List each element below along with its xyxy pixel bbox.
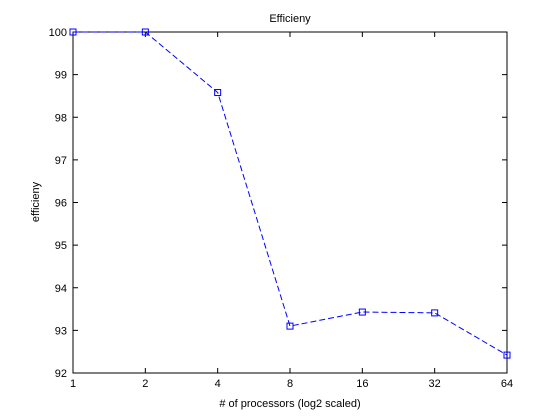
x-tick-label: 2 xyxy=(142,378,148,390)
x-tick-label: 4 xyxy=(215,378,221,390)
y-tick-label: 96 xyxy=(55,198,67,210)
y-tick-label: 92 xyxy=(55,368,67,380)
x-tick-label: 64 xyxy=(501,378,513,390)
x-tick-label: 16 xyxy=(356,378,368,390)
chart-title: Efficieny xyxy=(269,13,311,25)
y-tick-label: 98 xyxy=(55,112,67,124)
x-tick-label: 8 xyxy=(287,378,293,390)
series-line xyxy=(73,31,508,356)
x-axis-title: # of processors (log2 scaled) xyxy=(219,398,360,410)
x-tick-label: 1 xyxy=(70,378,76,390)
x-axis-ticks: 1 2 4 8 16 32 64 xyxy=(70,32,513,390)
data-point-marker xyxy=(431,309,439,317)
series-layer xyxy=(69,28,511,359)
plot-area xyxy=(72,31,508,374)
data-point-marker xyxy=(69,28,77,36)
data-point-marker xyxy=(358,308,366,316)
data-point-marker xyxy=(141,28,149,36)
y-tick-label: 94 xyxy=(55,283,67,295)
y-axis-ticks: 92 93 94 95 96 97 98 99 100 xyxy=(49,27,507,380)
y-tick-label: 93 xyxy=(55,325,67,337)
data-point-marker xyxy=(286,322,294,330)
data-point-marker xyxy=(503,351,511,359)
y-axis-title: efficieny xyxy=(30,181,42,222)
y-tick-label: 99 xyxy=(55,70,67,82)
y-tick-label: 95 xyxy=(55,240,67,252)
x-tick-label: 32 xyxy=(429,378,441,390)
data-point-marker xyxy=(214,89,222,97)
y-tick-label: 97 xyxy=(55,155,67,167)
y-tick-label: 100 xyxy=(49,27,67,39)
